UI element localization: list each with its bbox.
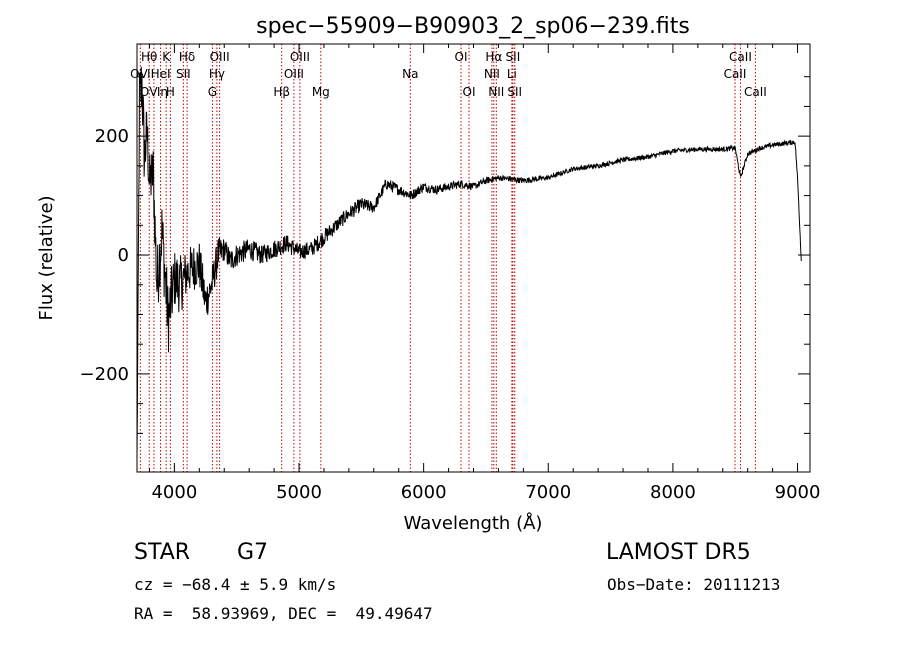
line-label: CaII <box>729 50 752 64</box>
line-label: Hθ <box>141 50 157 64</box>
line-label: Hδ <box>179 50 195 64</box>
line-label: NII <box>488 85 504 99</box>
line-labels: OⅥHθOⅥηKHeIHSIIHδGHγOIIIHβOIIIOIIIMgNaOI… <box>130 50 767 99</box>
line-label: Mg <box>312 85 330 99</box>
line-label: SII <box>507 85 522 99</box>
line-label: OIII <box>284 67 304 81</box>
x-tick-label: 5000 <box>276 482 322 503</box>
y-tick-label: −200 <box>80 364 129 385</box>
y-tick-label: 200 <box>95 126 129 147</box>
x-ticks: 4000 5000 6000 7000 8000 9000 <box>148 44 821 503</box>
y-ticks: −200 0 200 <box>80 76 810 434</box>
line-label: NII <box>484 67 500 81</box>
line-label: Hβ <box>273 85 290 99</box>
line-label: OI <box>455 50 468 64</box>
line-label: Li <box>507 67 517 81</box>
sky-coordinates: RA = 58.93969, DEC = 49.49647 <box>134 604 433 623</box>
x-tick-label: 4000 <box>151 482 197 503</box>
line-label: K <box>162 50 171 64</box>
object-class: STAR <box>134 540 191 565</box>
line-label: OⅥη <box>140 85 168 99</box>
observation-date: Obs−Date: 20111213 <box>607 575 781 594</box>
line-label: OI <box>463 85 476 99</box>
chart-title: spec−55909−B90903_2_sp06−239.fits <box>256 14 690 39</box>
object-subclass: G7 <box>237 540 269 565</box>
line-label: Hγ <box>209 67 225 81</box>
x-tick-label: 9000 <box>775 482 821 503</box>
line-label: CaII <box>744 85 767 99</box>
line-label: Hα <box>485 50 502 64</box>
x-axis-label: Wavelength (Å) <box>404 512 543 534</box>
redshift-velocity: cz = −68.4 ± 5.9 km/s <box>134 575 337 594</box>
line-label: SII <box>176 67 191 81</box>
line-label: OIII <box>290 50 310 64</box>
x-tick-label: 7000 <box>525 482 571 503</box>
line-label: H <box>166 85 175 99</box>
y-axis-label: Flux (relative) <box>36 195 57 320</box>
line-label: OIII <box>210 50 230 64</box>
line-label: HeI <box>151 67 171 81</box>
line-label: SII <box>506 50 521 64</box>
spectrum-line <box>136 66 802 458</box>
line-label: CaII <box>724 67 747 81</box>
line-markers <box>139 44 756 472</box>
line-label: G <box>208 85 217 99</box>
line-label: Na <box>402 67 418 81</box>
x-tick-label: 8000 <box>650 482 696 503</box>
y-tick-label: 0 <box>118 245 129 266</box>
x-tick-label: 6000 <box>401 482 447 503</box>
survey-name: LAMOST DR5 <box>606 540 751 565</box>
